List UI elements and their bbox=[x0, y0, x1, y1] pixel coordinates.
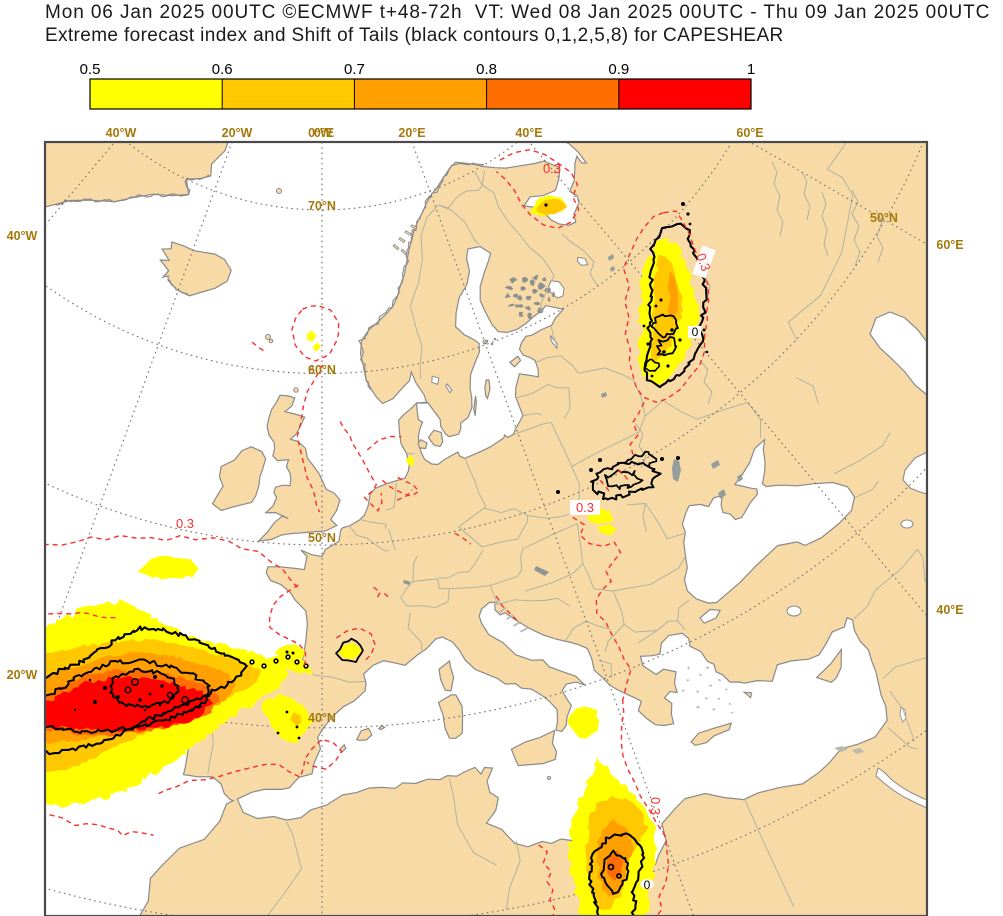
svg-text:20°W: 20°W bbox=[7, 668, 38, 682]
svg-text:40°E: 40°E bbox=[515, 126, 542, 140]
svg-text:0: 0 bbox=[692, 325, 699, 339]
svg-text:0°W: 0°W bbox=[308, 126, 332, 140]
svg-text:0.3: 0.3 bbox=[648, 797, 663, 815]
svg-text:0: 0 bbox=[644, 878, 651, 892]
svg-text:0.9: 0.9 bbox=[608, 61, 629, 78]
svg-text:50°N: 50°N bbox=[308, 531, 336, 545]
svg-text:0.6: 0.6 bbox=[212, 61, 233, 78]
svg-text:60°E: 60°E bbox=[736, 126, 763, 140]
svg-text:40°W: 40°W bbox=[7, 229, 38, 243]
svg-text:50°N: 50°N bbox=[870, 211, 898, 225]
svg-text:40°E: 40°E bbox=[936, 603, 963, 617]
svg-text:0.3: 0.3 bbox=[693, 251, 713, 273]
svg-text:40°N: 40°N bbox=[308, 711, 336, 725]
svg-text:20°W: 20°W bbox=[222, 126, 253, 140]
svg-text:0.3: 0.3 bbox=[576, 500, 594, 515]
svg-text:60°E: 60°E bbox=[936, 238, 963, 252]
svg-text:0.3: 0.3 bbox=[176, 516, 194, 531]
svg-text:40°W: 40°W bbox=[106, 126, 137, 140]
svg-text:0.3: 0.3 bbox=[543, 161, 561, 176]
svg-text:Extreme forecast index and Shi: Extreme forecast index and Shift of Tail… bbox=[45, 25, 784, 46]
svg-text:20°E: 20°E bbox=[398, 126, 425, 140]
svg-text:1: 1 bbox=[747, 61, 755, 78]
svg-text:0°E: 0°E bbox=[314, 126, 334, 140]
svg-text:0.7: 0.7 bbox=[344, 61, 365, 78]
svg-text:0.5: 0.5 bbox=[80, 61, 101, 78]
svg-text:0.8: 0.8 bbox=[476, 61, 497, 78]
svg-text:60°N: 60°N bbox=[308, 363, 336, 377]
svg-text:70°N: 70°N bbox=[308, 199, 336, 213]
svg-text:Mon 06 Jan 2025 00UTC ©ECMWF t: Mon 06 Jan 2025 00UTC ©ECMWF t+48-72h VT… bbox=[45, 2, 990, 23]
